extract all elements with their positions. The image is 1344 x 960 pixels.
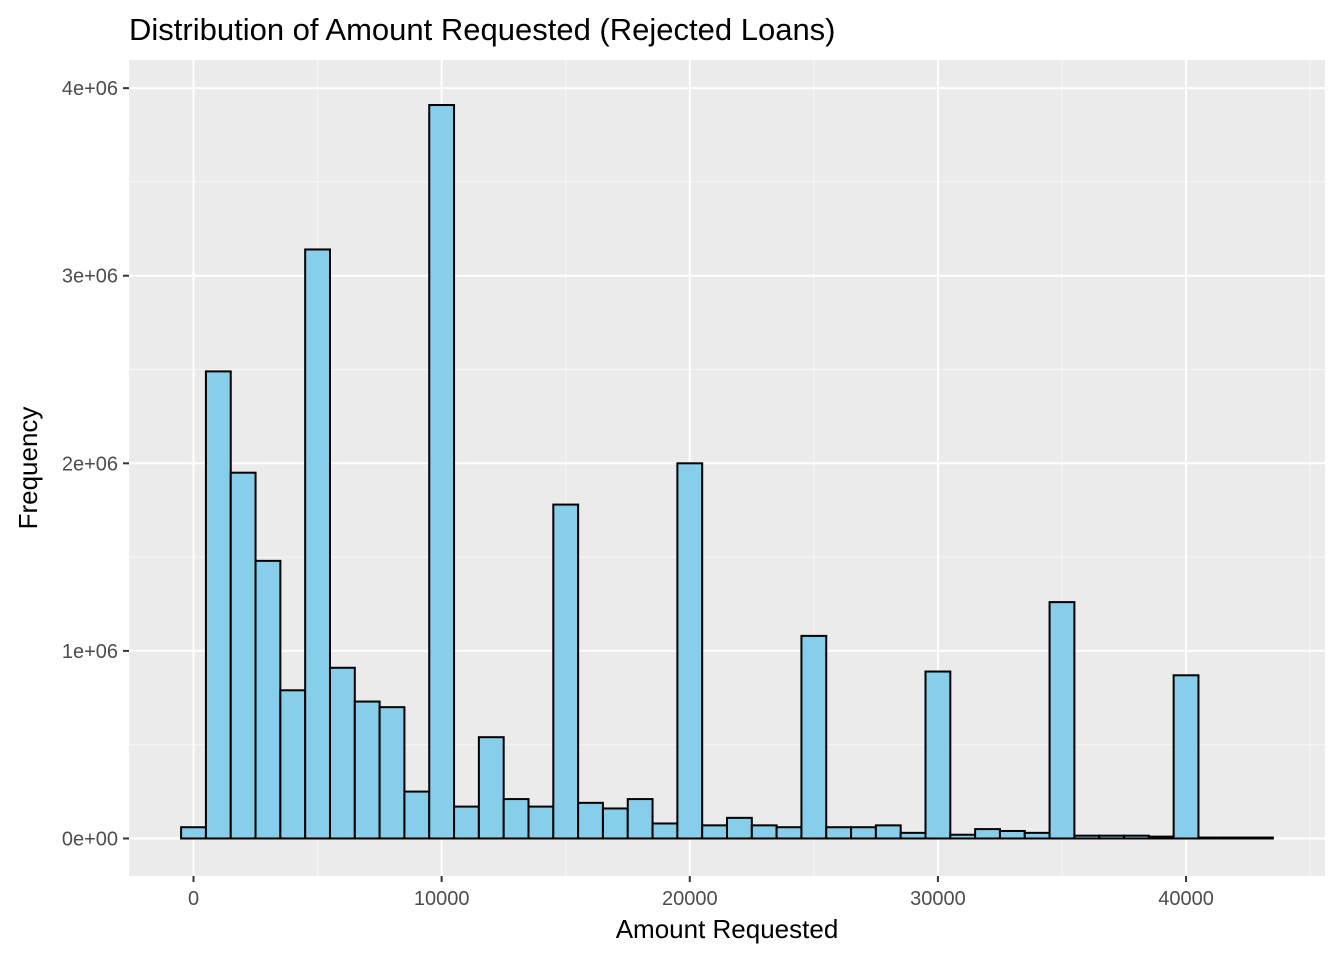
histogram-bars [180,104,1274,840]
histogram-bar [726,816,753,840]
x-tick-label: 0 [188,888,199,910]
chart-title: Distribution of Amount Requested (Reject… [129,12,836,47]
x-tick-label: 40000 [1158,888,1214,910]
histogram-bar [1048,601,1076,840]
histogram-bar [204,370,232,840]
histogram-bar [304,248,331,840]
histogram-bar [254,559,282,840]
histogram-bar [701,824,728,840]
histogram-bar [378,706,406,840]
histogram-bar [974,828,1001,840]
x-axis: 0 10000 20000 30000 40000 [188,876,1214,910]
histogram-bar [477,736,505,840]
histogram-bar [353,700,381,840]
histogram-bar [850,826,877,840]
histogram-bar [180,826,207,840]
histogram-bar [924,670,952,840]
histogram-bar [1098,834,1126,840]
histogram-bar [453,805,480,840]
histogram-bar [651,822,679,840]
histogram-bar [552,503,580,840]
histogram-bar [1172,674,1200,840]
histogram-bar [328,666,356,840]
histogram-bar [1073,834,1101,840]
histogram-bar [825,826,853,840]
histogram-bar [279,689,307,840]
histogram-bar [1197,836,1225,840]
histogram-bar [800,634,828,840]
histogram-bar [502,798,530,840]
histogram-bar [775,826,803,840]
y-tick-label: 0e+00 [62,828,118,850]
histogram-bar [601,807,629,840]
y-tick-label: 2e+06 [62,453,118,475]
x-axis-label: Amount Requested [616,914,839,944]
x-tick-label: 10000 [414,888,470,910]
y-axis-label: Frequency [13,407,43,530]
histogram-bar [527,805,555,840]
histogram-bar [1222,836,1250,840]
y-axis: 0e+00 1e+06 2e+06 3e+06 4e+06 [62,78,129,850]
histogram-bar [1023,831,1051,840]
y-tick-label: 4e+06 [62,78,118,100]
histogram-bar [1123,834,1150,840]
histogram-bar [229,471,257,840]
x-tick-label: 20000 [662,888,718,910]
histogram-bar [428,104,456,840]
histogram-bar [899,831,927,840]
histogram-bar [998,829,1026,840]
histogram-bar [403,790,431,840]
histogram-bar [676,462,704,840]
histogram-bar [949,833,977,840]
histogram-bar [750,824,778,840]
histogram-bar [1147,835,1175,840]
x-tick-label: 30000 [910,888,966,910]
histogram-bar [626,798,654,840]
y-tick-label: 1e+06 [62,641,118,663]
histogram-bar [874,824,902,840]
histogram-bar [577,801,604,840]
y-tick-label: 3e+06 [62,266,118,288]
histogram-bar [1247,836,1274,840]
